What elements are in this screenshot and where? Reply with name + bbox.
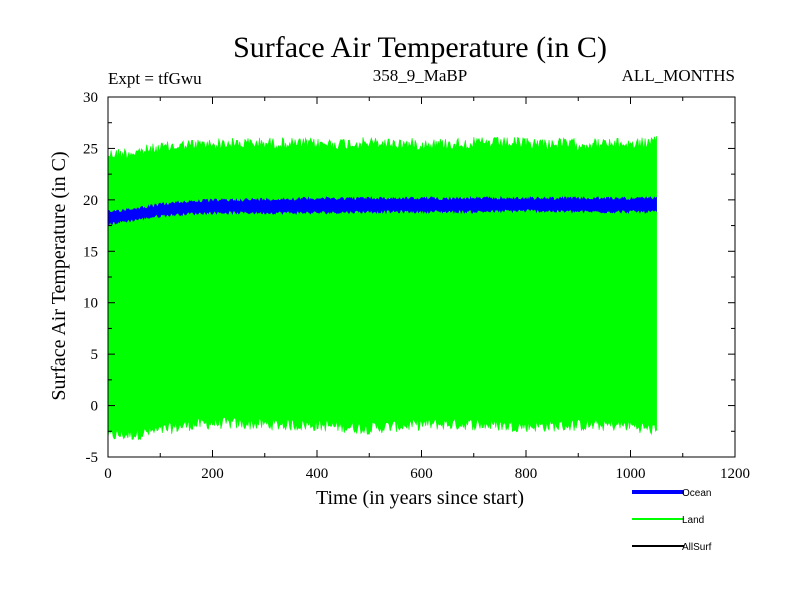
y-tick-label: 30 [83, 90, 98, 106]
chart-title: Surface Air Temperature (in C) [233, 31, 607, 64]
y-tick-label: 10 [83, 296, 98, 312]
x-tick-label: 1200 [720, 466, 750, 482]
x-tick-label: 1000 [616, 466, 646, 482]
y-tick-label: 25 [83, 141, 98, 157]
x-axis-label: Time (in years since start) [316, 487, 524, 509]
y-tick-label: 15 [83, 244, 98, 260]
y-tick-label: 20 [83, 193, 98, 209]
y-tick-label: -5 [86, 450, 99, 466]
x-tick-label: 800 [515, 466, 538, 482]
legend: Ocean Land AllSurf [632, 488, 712, 553]
subtitle-run: 358_9_MaBP [373, 66, 467, 85]
x-tick-label: 400 [306, 466, 329, 482]
x-tick-label: 200 [201, 466, 224, 482]
series-land-band [107, 136, 657, 441]
x-tick-label: 0 [104, 466, 112, 482]
y-tick-label: 5 [91, 347, 99, 363]
legend-label-ocean: Ocean [682, 488, 711, 499]
subtitle-months: ALL_MONTHS [622, 66, 735, 85]
y-axis-label: Surface Air Temperature (in C) [48, 151, 70, 400]
subtitle-experiment: Expt = tfGwu [108, 69, 202, 88]
y-tick-label: 0 [91, 399, 99, 415]
plot-area: 0 200 400 600 800 1000 1200 -5 0 5 10 15 20 25 30 [83, 90, 750, 482]
x-tick-label: 600 [410, 466, 433, 482]
series-ocean-band [107, 196, 657, 226]
legend-label-land: Land [682, 515, 704, 526]
legend-label-allsurf: AllSurf [682, 542, 712, 553]
